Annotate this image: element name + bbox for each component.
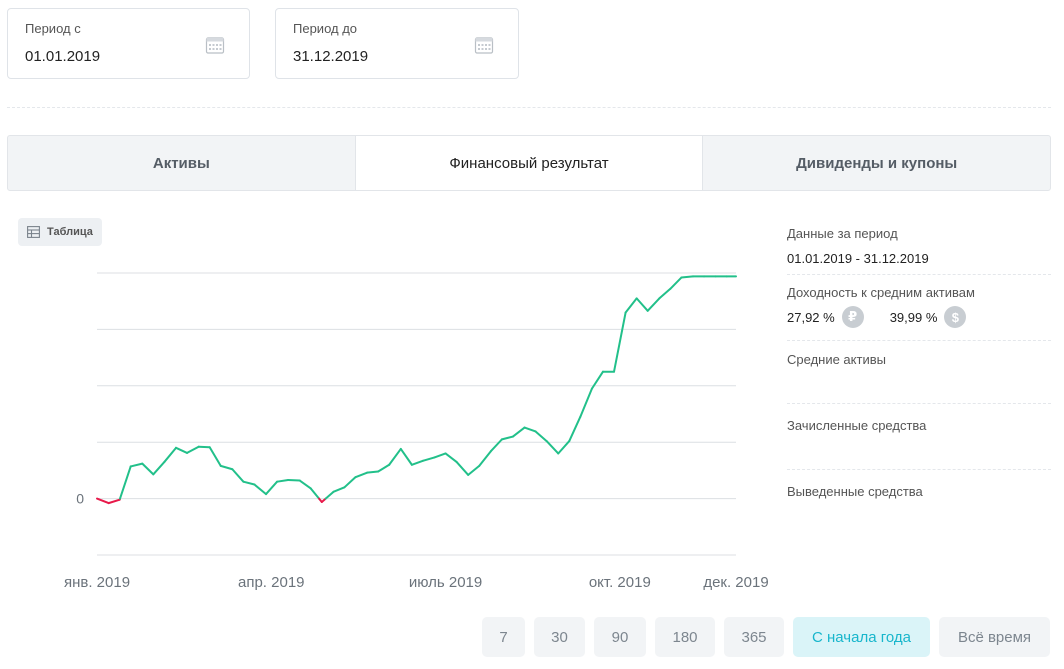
calendar-icon[interactable] (474, 35, 494, 55)
chart-line-segment (186, 445, 200, 454)
tab-financial-result[interactable]: Финансовый результат (354, 136, 703, 190)
period-30-button[interactable]: 30 (534, 617, 585, 657)
calendar-icon[interactable] (205, 35, 225, 55)
chart-line-segment (152, 460, 166, 476)
chart-line-segment (478, 450, 492, 467)
chart-line-segment (421, 456, 436, 462)
chart-line-segment (208, 446, 222, 467)
chart-line-segment (557, 440, 571, 455)
chart-line-segment (253, 483, 268, 496)
period-title: Данные за период (787, 226, 898, 241)
chart-line-segment (444, 452, 458, 463)
chart-line-segment (579, 387, 593, 418)
chart-line-segment (534, 430, 548, 443)
period-from-value[interactable]: 01.01.2019 (25, 48, 101, 65)
period-to-field[interactable]: Период до 31.12.2019 (275, 8, 519, 79)
chart-line-segment (276, 478, 290, 483)
chart-line-segment (590, 370, 604, 390)
y-tick-label: 0 (76, 491, 84, 507)
chart-line-segment (141, 462, 155, 476)
chart-line-segment (489, 438, 503, 453)
chart-line-segment (119, 465, 132, 500)
chart-line-segment (242, 480, 256, 486)
period-from-label: Период с (25, 21, 81, 36)
chart-line-segment (624, 297, 638, 314)
chart-line-segment (545, 440, 560, 455)
chart-line-segment (635, 297, 649, 312)
separator (7, 107, 1051, 108)
x-tick-label: янв. 2019 (64, 574, 130, 591)
chart-line-segment (658, 287, 672, 300)
period-summary: Данные за период 01.01.2019 - 31.12.2019… (787, 219, 1051, 530)
period-ytd-button[interactable]: С начала года (793, 617, 930, 657)
ruble-icon: ₽ (841, 306, 864, 328)
chart-line-segment (343, 476, 357, 489)
chart-line-segment (324, 490, 335, 500)
withdrawn-title: Выведенные средства (787, 484, 923, 499)
period-selector: 7 30 90 180 365 С начала года Всё время (0, 617, 1064, 657)
chart-line-segment (410, 459, 424, 466)
chart-line-segment (231, 468, 245, 483)
period-90-button[interactable]: 90 (594, 617, 646, 657)
chart-line-segment (568, 415, 582, 443)
chart-line-segment (646, 297, 661, 312)
chart-line-segment (433, 452, 447, 459)
chart-line-segment (298, 479, 312, 490)
yield-title: Доходность к средним активам (787, 285, 975, 300)
period-to-label: Период до (293, 21, 358, 36)
period-365-button[interactable]: 365 (724, 617, 784, 657)
chart-line-segment (377, 463, 391, 473)
credited-title: Зачисленные средства (787, 418, 927, 433)
financial-result-chart: 0 янв. 2019 апр. 2019 июль 2019 окт. 2019 дек… (64, 272, 769, 591)
table-button-label: Таблица (47, 226, 93, 238)
chart-line-segment (669, 276, 683, 290)
chart-line-segment (309, 487, 321, 500)
chart-line-segment (96, 497, 110, 505)
chart-line-segment (388, 447, 402, 466)
x-tick-label: апр. 2019 (238, 574, 305, 591)
chart-line-segment (197, 445, 211, 449)
tab-dividends[interactable]: Дивиденды и купоны (702, 136, 1050, 190)
chart-line-segment (332, 486, 346, 493)
dollar-icon: $ (944, 306, 967, 328)
chart-line-segment (399, 447, 413, 466)
chart-line-segment (107, 498, 121, 505)
tab-assets[interactable]: Активы (152, 154, 210, 172)
chart-line-segment (500, 435, 514, 441)
period-to-value[interactable]: 31.12.2019 (293, 48, 369, 65)
summary-yield-row: Доходность к средним активам 27,92 % ₽ 3… (787, 275, 1051, 341)
avg-assets-title: Средние активы (787, 352, 886, 367)
chart-line-segment (354, 471, 369, 479)
x-tick-label: июль 2019 (409, 574, 482, 591)
chart-line-segment (129, 462, 144, 468)
yield-rub-value: 27,92 % (787, 309, 835, 325)
summary-period-row: Данные за период 01.01.2019 - 31.12.2019 (787, 219, 1051, 275)
summary-withdrawn-row: Выведенные средства (787, 470, 1051, 530)
chart-line-segment (467, 464, 481, 476)
x-tick-label: окт. 2019 (589, 574, 651, 591)
chart-line-segment (219, 464, 234, 471)
yield-usd-value: 39,99 % (889, 309, 938, 325)
chart-line-segment (613, 311, 627, 373)
chart-line-segment (523, 426, 537, 433)
chart-line-segment (680, 275, 695, 279)
period-all-time-button[interactable]: Всё время (939, 617, 1050, 657)
chart-line-segment (287, 478, 301, 482)
chart-line-segment (163, 446, 178, 463)
chart-line-segment (455, 460, 470, 476)
chart-line-segment (175, 446, 189, 454)
summary-avg-assets-row: Средние активы (787, 341, 1051, 404)
table-view-button[interactable]: Таблица (18, 218, 102, 246)
period-from-field[interactable]: Период с 01.01.2019 (7, 8, 250, 79)
chart-line-segment (511, 426, 526, 438)
x-tick-label: дек. 2019 (703, 574, 768, 591)
tab-bar: Активы Финансовый результат Дивиденды и … (7, 135, 1051, 191)
table-icon (27, 226, 40, 238)
period-value: 01.01.2019 - 31.12.2019 (787, 251, 929, 266)
period-180-button[interactable]: 180 (655, 617, 715, 657)
chart-line-segment (265, 480, 279, 496)
period-7-button[interactable]: 7 (482, 617, 525, 657)
summary-credited-row: Зачисленные средства (787, 404, 1051, 470)
chart-line-segment (366, 470, 380, 474)
